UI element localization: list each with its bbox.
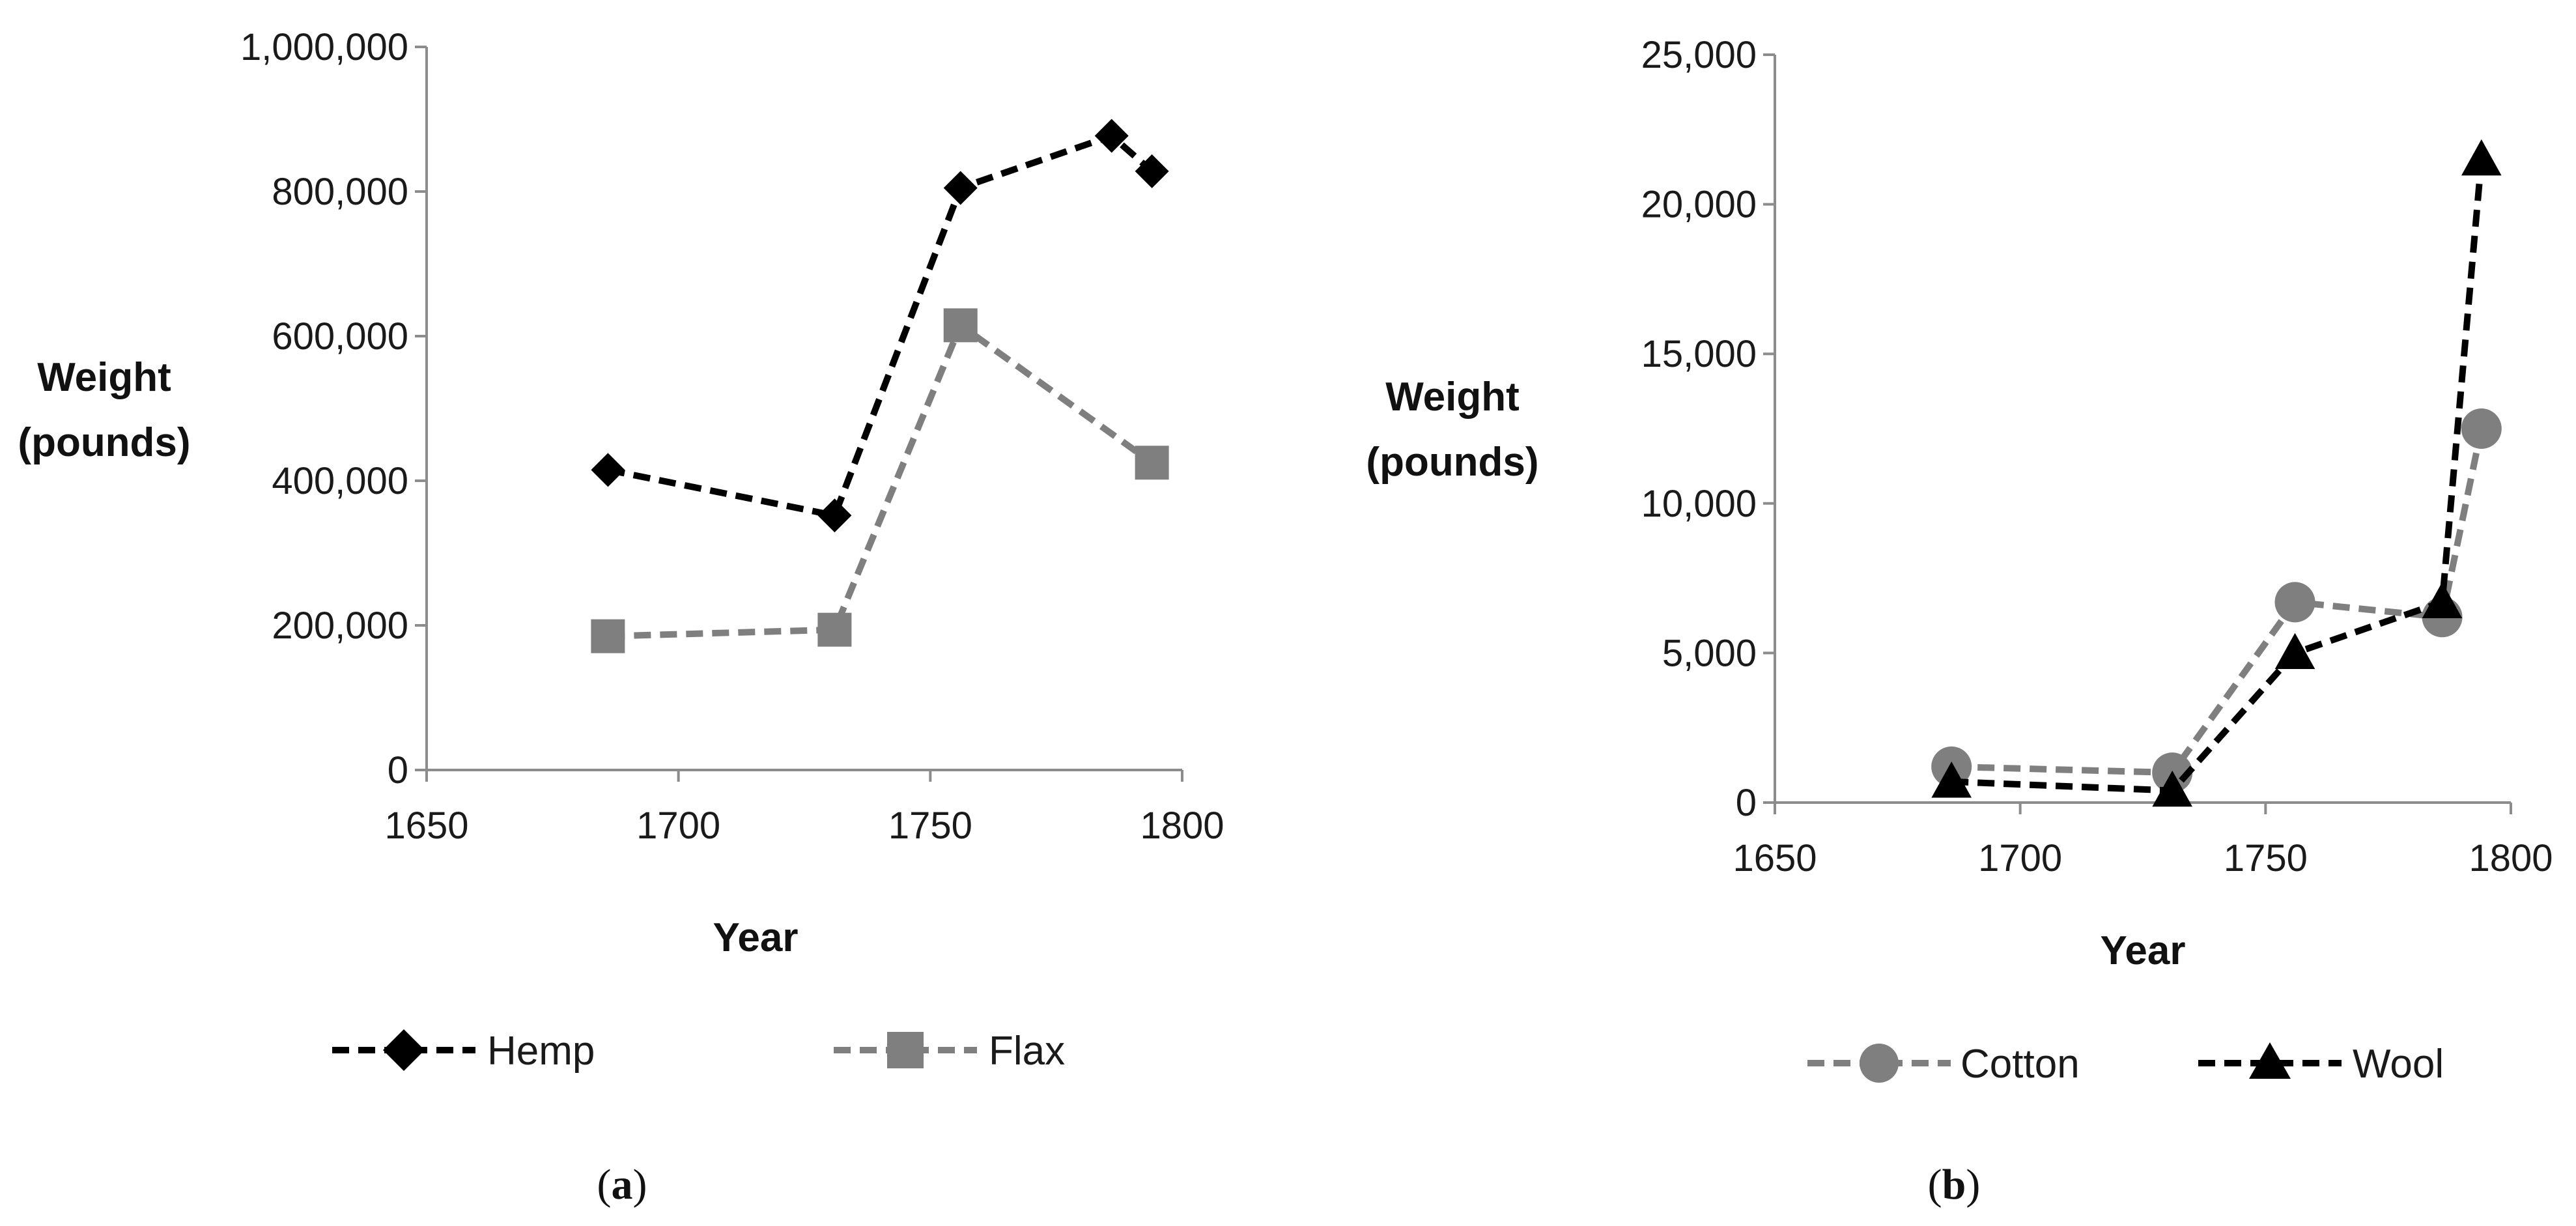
chart-b-x-axis-title: Year — [2100, 928, 2185, 973]
y-tick-label: 0 — [1736, 782, 1757, 824]
y-tick-label: 400,000 — [272, 460, 408, 502]
chart-a-legend: Hemp Flax — [332, 1029, 1065, 1074]
y-tick-label: 800,000 — [272, 171, 408, 213]
series-flax-line — [608, 322, 1154, 640]
chart-a-y-axis-title-line1: Weight — [37, 355, 171, 400]
legend-cotton-marker — [1860, 1044, 1899, 1083]
chart-b-series — [1931, 139, 2502, 807]
x-tick-label: 1700 — [636, 805, 720, 847]
series-hemp-point — [1094, 119, 1129, 153]
y-tick-label: 10,000 — [1641, 483, 1757, 525]
y-tick-label: 0 — [388, 749, 408, 791]
legend-hemp-marker — [383, 1029, 425, 1071]
x-tick-label: 1750 — [888, 805, 972, 847]
legend-wool-marker — [2249, 1042, 2291, 1079]
chart-a-y-axis-title-line2: (pounds) — [18, 420, 190, 465]
series-flax-point — [591, 619, 625, 653]
series-wool-point — [1931, 762, 1972, 798]
legend-flax-marker — [887, 1032, 924, 1068]
x-tick-label: 1700 — [1978, 837, 2062, 879]
y-tick-label: 600,000 — [272, 315, 408, 358]
series-hemp-line — [607, 132, 1154, 519]
legend-hemp-label: Hemp — [487, 1029, 595, 1074]
x-tick-label: 1750 — [2224, 837, 2308, 879]
chart-a-x-axis-title: Year — [713, 915, 798, 960]
panel-label-a-letter: a — [612, 1161, 633, 1208]
legend-flax-label: Flax — [989, 1029, 1065, 1074]
y-tick-label: 1,000,000 — [240, 26, 408, 68]
chart-panel-a: 0 200,000 400,000 600,000 800,000 1,000,000 16… — [18, 26, 1224, 1208]
chart-b-y-axis-title-line1: Weight — [1385, 375, 1520, 420]
y-tick-label: 5,000 — [1662, 632, 1757, 674]
series-hemp-point — [1135, 154, 1169, 188]
series-hemp-point — [943, 171, 978, 205]
series-hemp-point — [591, 453, 625, 487]
series-cotton-point — [2274, 582, 2315, 623]
panel-label-b: (b) — [1928, 1161, 1981, 1208]
y-tick-label: 15,000 — [1641, 333, 1757, 375]
chart-a-series — [591, 119, 1169, 653]
x-tick-label: 1650 — [1733, 837, 1817, 879]
chart-a-axes — [425, 47, 1182, 771]
series-flax-point — [943, 308, 978, 343]
y-tick-label: 20,000 — [1641, 184, 1757, 226]
series-wool-point — [2152, 770, 2192, 807]
chart-b-axes — [1774, 55, 2511, 804]
chart-panel-b: 0 5,000 10,000 15,000 20,000 25,000 1650 1700 17… — [1366, 34, 2553, 1208]
chart-b-legend: Cotton Wool — [1807, 1042, 2444, 1087]
series-wool-point — [2274, 633, 2315, 670]
series-cotton-line — [1951, 427, 2485, 777]
series-wool-line — [1951, 159, 2485, 794]
series-cotton-point — [2461, 408, 2502, 449]
panel-label-b-letter: b — [1942, 1161, 1966, 1208]
panel-label-a: (a) — [597, 1161, 647, 1208]
y-tick-label: 25,000 — [1641, 34, 1757, 76]
legend-wool-label: Wool — [2353, 1042, 2444, 1087]
series-wool-point — [2461, 139, 2502, 176]
chart-b-ticks: 0 5,000 10,000 15,000 20,000 25,000 1650 1700 17… — [1641, 34, 2553, 879]
x-tick-label: 1800 — [1140, 805, 1224, 847]
series-flax-point — [817, 612, 852, 647]
x-tick-label: 1800 — [2469, 837, 2553, 879]
chart-b-y-axis-title-line2: (pounds) — [1366, 440, 1538, 485]
y-tick-label: 200,000 — [272, 605, 408, 647]
series-hemp-point — [817, 498, 852, 533]
legend-cotton-label: Cotton — [1960, 1042, 2080, 1087]
series-flax-point — [1135, 446, 1169, 480]
chart-a-ticks: 0 200,000 400,000 600,000 800,000 1,000,000 16… — [240, 26, 1224, 847]
series-wool-point — [2422, 582, 2463, 618]
x-tick-label: 1650 — [384, 805, 468, 847]
